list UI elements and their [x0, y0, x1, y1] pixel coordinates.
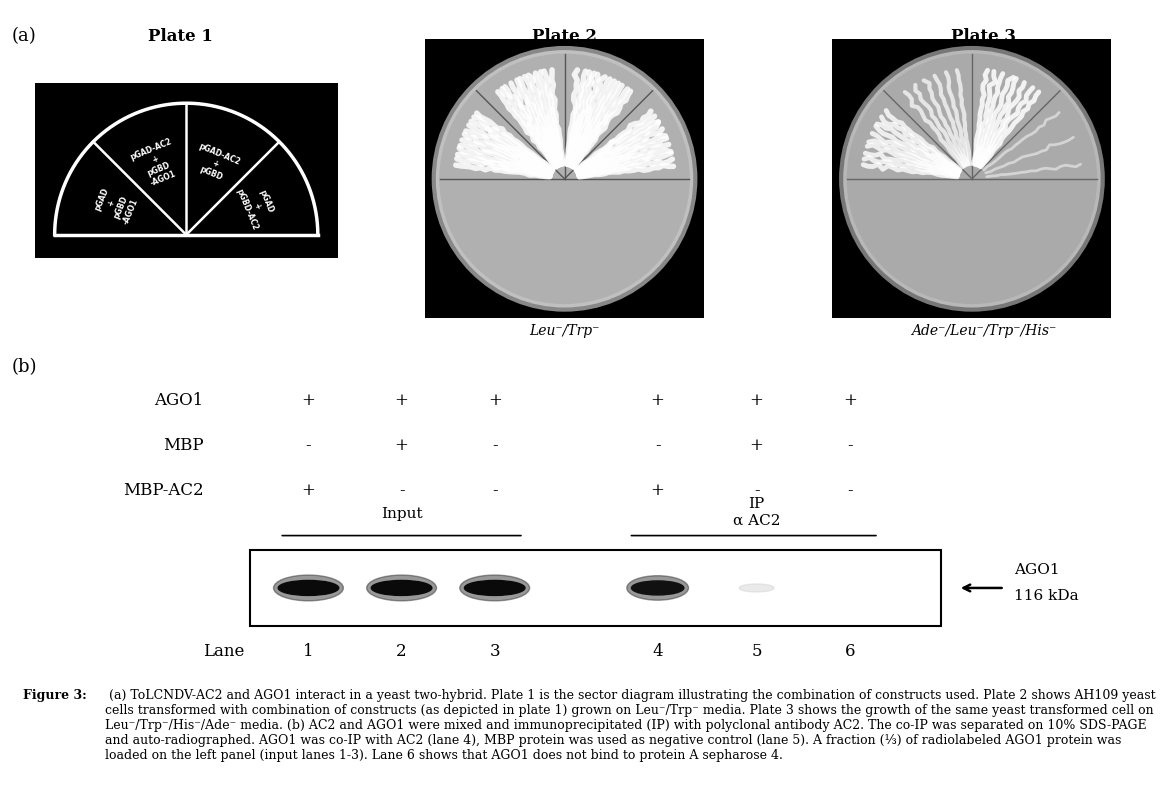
Polygon shape	[55, 103, 318, 235]
Text: +: +	[488, 391, 502, 409]
Text: +: +	[301, 391, 315, 409]
Text: AGO1: AGO1	[1014, 564, 1059, 577]
Text: (b): (b)	[12, 358, 37, 376]
Text: 1: 1	[303, 643, 314, 660]
Text: 4: 4	[652, 643, 663, 660]
Text: +: +	[750, 437, 764, 454]
Ellipse shape	[460, 575, 530, 601]
Text: -: -	[492, 437, 497, 454]
Text: Input: Input	[381, 507, 423, 521]
Ellipse shape	[278, 580, 339, 596]
Text: Figure 3:: Figure 3:	[23, 689, 87, 702]
Text: -: -	[754, 482, 759, 499]
Text: pGAD-AC2
+
pGBD
-AGO1: pGAD-AC2 + pGBD -AGO1	[129, 138, 185, 191]
Circle shape	[440, 54, 689, 303]
Text: pGAD
+
pGBD-AC2: pGAD + pGBD-AC2	[235, 179, 279, 232]
Text: Lane: Lane	[203, 643, 244, 660]
Ellipse shape	[464, 580, 525, 596]
Text: 116 kDa: 116 kDa	[1014, 589, 1079, 603]
Ellipse shape	[274, 575, 343, 601]
Text: Plate 2: Plate 2	[532, 28, 597, 45]
Text: Leu⁻/Trp⁻: Leu⁻/Trp⁻	[530, 324, 599, 338]
Text: +: +	[301, 482, 315, 499]
Text: -: -	[847, 437, 852, 454]
Text: -: -	[655, 437, 660, 454]
Text: Plate 3: Plate 3	[951, 28, 1016, 45]
Text: Ade⁻/Leu⁻/Trp⁻/His⁻: Ade⁻/Leu⁻/Trp⁻/His⁻	[911, 324, 1056, 338]
Text: α AC2: α AC2	[733, 513, 780, 527]
Text: +: +	[395, 391, 409, 409]
Text: (a) ToLCNDV-AC2 and AGO1 interact in a yeast two-hybrid. Plate 1 is the sector d: (a) ToLCNDV-AC2 and AGO1 interact in a y…	[105, 689, 1156, 762]
Text: MBP-AC2: MBP-AC2	[123, 482, 204, 499]
Ellipse shape	[626, 575, 688, 601]
Bar	[250, 550, 941, 626]
Ellipse shape	[631, 581, 683, 595]
Circle shape	[434, 48, 695, 310]
Text: +: +	[750, 391, 764, 409]
Text: (a): (a)	[12, 28, 36, 46]
Text: 3: 3	[489, 643, 501, 660]
Text: 5: 5	[751, 643, 762, 660]
Text: AGO1: AGO1	[155, 391, 204, 409]
Text: -: -	[847, 482, 852, 499]
Text: IP: IP	[748, 498, 765, 512]
Text: pGAD
+
pGBD
-AGO1: pGAD + pGBD -AGO1	[92, 185, 140, 226]
Circle shape	[847, 54, 1096, 303]
Text: +: +	[843, 391, 857, 409]
Text: Plate 1: Plate 1	[148, 28, 213, 45]
Text: MBP: MBP	[163, 437, 204, 454]
Text: pGAD-AC2
+
pGBD: pGAD-AC2 + pGBD	[190, 142, 241, 186]
Ellipse shape	[739, 584, 774, 592]
Text: -: -	[399, 482, 404, 499]
Circle shape	[842, 48, 1102, 310]
Text: +: +	[395, 437, 409, 454]
Text: -: -	[492, 482, 497, 499]
Ellipse shape	[367, 575, 436, 601]
Text: 6: 6	[844, 643, 856, 660]
Text: -: -	[306, 437, 311, 454]
Text: +: +	[651, 391, 665, 409]
Ellipse shape	[371, 580, 432, 596]
Text: +: +	[651, 482, 665, 499]
Text: 2: 2	[396, 643, 407, 660]
